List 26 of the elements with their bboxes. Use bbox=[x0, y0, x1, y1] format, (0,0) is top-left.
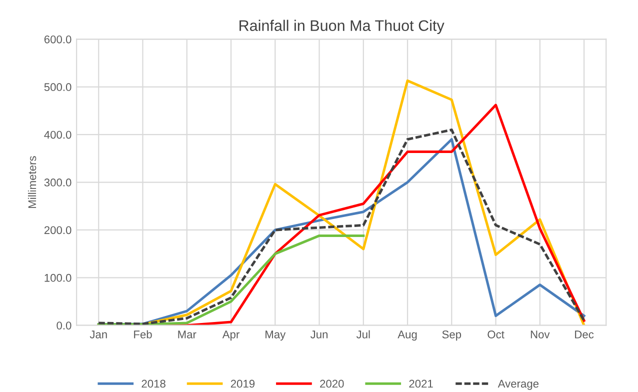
x-tick-label: May bbox=[266, 330, 286, 341]
y-tick-label: 600.0 bbox=[44, 35, 72, 44]
y-axis-title: Millimeters bbox=[28, 156, 36, 208]
x-tick-label: Dec bbox=[575, 330, 594, 338]
x-tick-label: Aug bbox=[398, 330, 417, 341]
legend-label: 2018 bbox=[142, 380, 166, 388]
y-tick-label: 300.0 bbox=[44, 178, 72, 186]
legend-label: 2019 bbox=[230, 380, 255, 388]
x-tick-label: Jul bbox=[356, 330, 370, 338]
y-tick-label: 500.0 bbox=[44, 83, 72, 92]
y-tick-label: 400.0 bbox=[44, 130, 72, 139]
y-tick-label: 100.0 bbox=[44, 274, 72, 282]
x-tick-label: Apr bbox=[222, 330, 240, 341]
x-tick-label: Feb bbox=[134, 330, 152, 338]
y-tick-label: 0.0 bbox=[56, 322, 72, 330]
legend-label: Average bbox=[498, 380, 539, 390]
x-tick-label: Jun bbox=[310, 330, 328, 338]
legend-label: 2020 bbox=[320, 380, 344, 388]
x-tick-label: Nov bbox=[530, 330, 550, 338]
x-tick-label: Mar bbox=[178, 330, 196, 338]
legend-label: 2021 bbox=[409, 380, 433, 388]
chart-title: Rainfall in Buon Ma Thuot City bbox=[240, 20, 444, 34]
x-tick-label: Jan bbox=[90, 330, 107, 338]
x-tick-label: Sep bbox=[442, 330, 462, 341]
y-tick-label: 200.0 bbox=[44, 226, 72, 234]
x-tick-label: Oct bbox=[488, 330, 504, 338]
